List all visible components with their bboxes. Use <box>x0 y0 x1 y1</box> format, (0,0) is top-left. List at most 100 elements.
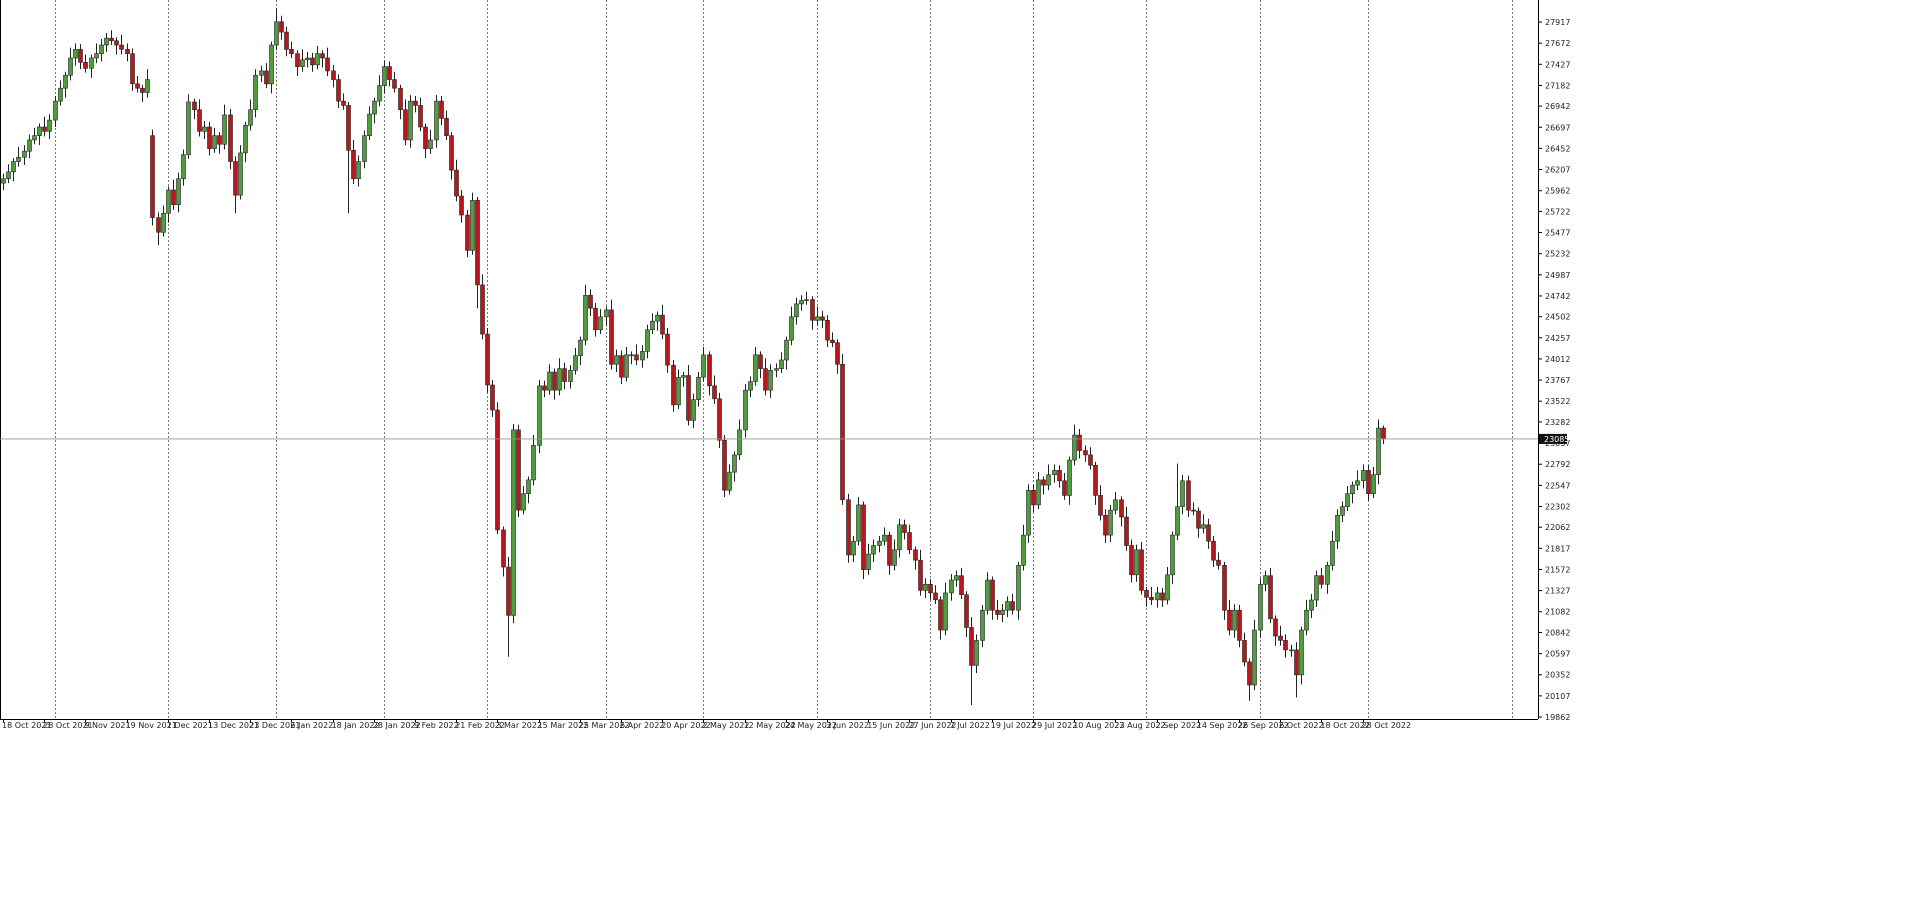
candle-body <box>403 109 408 141</box>
candle-body <box>449 135 454 171</box>
candle-body <box>243 124 248 154</box>
candle-body <box>1067 459 1072 496</box>
candle-body <box>1216 559 1221 566</box>
candle-body <box>645 329 650 352</box>
candle-body <box>701 354 706 378</box>
candle-body <box>114 40 119 46</box>
candle-body <box>1016 565 1021 611</box>
candle-body <box>758 354 763 369</box>
candle-body <box>799 300 804 305</box>
candle-body <box>325 57 330 72</box>
x-tick-label: 2 May 2022 <box>702 721 749 730</box>
y-tick-label: 21572 <box>1545 565 1570 574</box>
candle-body <box>933 592 938 601</box>
y-tick-label: 21817 <box>1545 544 1570 553</box>
candle-body <box>22 150 27 158</box>
candle-body <box>1325 565 1330 585</box>
candle-body <box>614 355 619 365</box>
candle-body <box>840 363 845 501</box>
candle-body <box>1304 609 1309 631</box>
candle-body <box>877 540 882 546</box>
candle-body <box>1206 524 1211 542</box>
candle-body <box>1155 592 1160 601</box>
candle-body <box>506 566 511 616</box>
x-tick-label: 15 Mar 2022 <box>538 721 589 730</box>
x-tick-label: 6 Oct 2022 <box>1279 721 1323 730</box>
y-tick-label: 24987 <box>1545 271 1570 280</box>
candle-body <box>707 354 712 387</box>
candle-body <box>1165 574 1170 601</box>
candle-body <box>923 584 928 591</box>
candle-body <box>310 57 315 66</box>
candle-body <box>856 504 861 542</box>
candle-body <box>846 499 851 556</box>
candle-body <box>918 559 923 591</box>
candle-body <box>624 354 629 378</box>
y-tick-label: 26452 <box>1545 144 1570 153</box>
candle-body <box>228 114 233 162</box>
candle-body <box>938 599 943 631</box>
candle-body <box>1211 540 1216 561</box>
x-tick-label: 9 Feb 2022 <box>414 721 459 730</box>
candle-body <box>804 299 809 301</box>
candle-body <box>882 534 887 542</box>
candle-body <box>181 154 186 180</box>
candle-body <box>660 314 665 335</box>
candle-body <box>475 200 480 286</box>
candle-body <box>1088 454 1093 466</box>
candle-body <box>289 49 294 54</box>
candle-body <box>140 87 145 93</box>
candle-body <box>737 429 742 456</box>
candle-body <box>192 101 197 111</box>
candle-body <box>1273 618 1278 637</box>
candle-body <box>1010 601 1015 611</box>
x-tick-label: 26 Sep 2022 <box>1238 721 1289 730</box>
y-tick-label: 27182 <box>1545 81 1570 90</box>
x-tick-label: 19 Jul 2022 <box>991 721 1036 730</box>
candle-body <box>145 79 150 93</box>
candle-body <box>1309 599 1314 611</box>
candle-body <box>377 85 382 102</box>
y-tick-label: 26942 <box>1545 102 1570 111</box>
candle-body <box>835 342 840 365</box>
candle-body <box>995 609 1000 615</box>
candle-body <box>47 119 52 132</box>
x-tick-label: 28 Jan 2022 <box>373 721 421 730</box>
candle-body <box>176 178 181 205</box>
y-tick-label: 21327 <box>1545 587 1570 596</box>
y-tick-label: 23767 <box>1545 376 1570 385</box>
candle-body <box>794 303 799 318</box>
candle-body <box>212 135 217 149</box>
candle-body <box>428 139 433 149</box>
candle-body <box>315 53 320 66</box>
candle-body <box>207 126 212 149</box>
x-tick-label: 21 Feb 2022 <box>455 721 505 730</box>
candle-body <box>1268 575 1273 620</box>
candle-body <box>959 575 964 595</box>
y-tick-label: 25722 <box>1545 207 1570 216</box>
candle-body <box>1289 649 1294 652</box>
candle-body <box>6 171 11 180</box>
y-tick-label: 24257 <box>1545 334 1570 343</box>
candle-body <box>222 114 227 145</box>
candle-body <box>398 87 403 111</box>
y-tick-label: 27917 <box>1545 18 1570 27</box>
candle-body <box>568 370 573 382</box>
y-tick-label: 22547 <box>1545 481 1570 490</box>
candle-body <box>1227 609 1232 631</box>
y-tick-label: 25232 <box>1545 250 1570 259</box>
candle-body <box>269 44 274 85</box>
candle-body <box>691 399 696 421</box>
candle-body <box>465 214 470 251</box>
candle-body <box>902 524 907 533</box>
candle-body <box>53 100 58 121</box>
candle-body <box>135 83 140 89</box>
candle-body <box>351 150 356 180</box>
candle-body <box>1294 649 1299 676</box>
candle-body <box>789 316 794 341</box>
candle-body <box>825 319 830 341</box>
candle-body <box>217 135 222 145</box>
x-tick-label: 27 Jun 2022 <box>908 721 956 730</box>
candle-body <box>331 70 336 80</box>
y-tick-label: 23522 <box>1545 397 1570 406</box>
